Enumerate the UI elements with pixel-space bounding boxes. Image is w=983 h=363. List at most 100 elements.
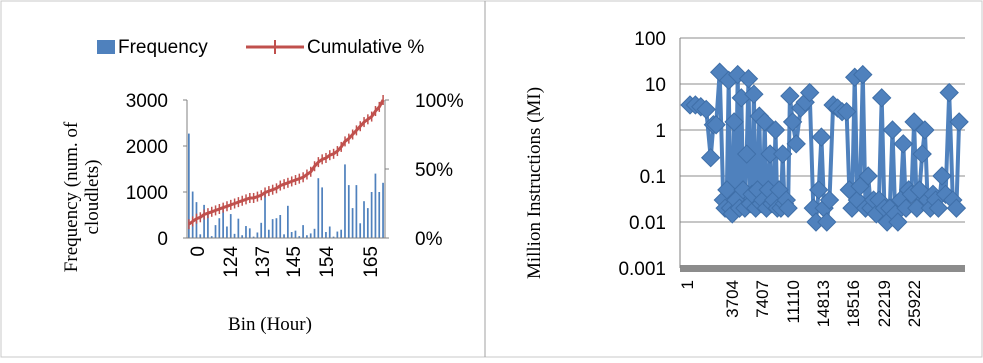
mi-point: [724, 112, 744, 132]
mi-point: [928, 198, 949, 218]
x-tick-label: 14813: [814, 280, 833, 327]
mi-point: [700, 147, 721, 168]
mi-point: [912, 144, 932, 164]
frequency-bar: [233, 233, 236, 238]
frequency-bars: [188, 133, 384, 238]
mi-point: [738, 69, 759, 89]
frequency-bar: [290, 232, 293, 238]
y-axis-ticks: 0.001 0.01 0.1 1 10 100: [618, 29, 666, 280]
cumulative-line-path: [188, 99, 385, 226]
frequency-bar: [363, 201, 365, 238]
legend-label-cumulative: Cumulative %: [307, 37, 424, 58]
frequency-bar: [245, 226, 247, 238]
frequency-bar: [382, 182, 384, 238]
mi-point: [744, 84, 764, 104]
x-tick-label: 124: [221, 246, 242, 278]
y-tick-label: 1: [655, 121, 666, 142]
legend-swatch-frequency: [97, 40, 115, 54]
frequency-bar: [191, 191, 194, 238]
frequency-bar: [229, 214, 232, 238]
mi-point: [904, 112, 924, 132]
x-axis-band: [680, 265, 965, 272]
frequency-bar: [226, 226, 228, 238]
frequency-bar: [256, 232, 259, 238]
mi-point: [893, 134, 914, 154]
frequency-bar: [298, 236, 301, 238]
frequency-bar: [271, 219, 274, 238]
frequency-bar: [336, 231, 339, 238]
frequency-bar: [306, 235, 308, 238]
x-tick-label: 7407: [753, 280, 772, 318]
frequency-bar: [279, 215, 282, 238]
frequency-bar: [264, 192, 266, 238]
frequency-bar: [313, 228, 316, 238]
frequency-bar: [237, 218, 240, 238]
secondary-y-axis-ticks: 0% 50% 100%: [385, 91, 464, 250]
mi-point: [782, 112, 803, 132]
mi-point: [817, 212, 837, 232]
frequency-bar: [287, 205, 289, 238]
y-tick-label: 10: [645, 75, 666, 96]
mi-point: [706, 115, 726, 135]
cumulative-line: [188, 95, 385, 230]
x-tick-label: 137: [253, 246, 274, 278]
frequency-bar: [218, 218, 221, 238]
x-axis-title: Bin (Hour): [228, 314, 312, 335]
mi-point: [819, 190, 840, 210]
frequency-bar: [370, 192, 373, 238]
mi-point: [778, 198, 798, 218]
frequency-bar: [294, 230, 297, 238]
mi-point: [858, 166, 878, 186]
mi-point: [853, 64, 873, 85]
y-axis-title: Million Instructions (MI): [524, 87, 545, 279]
x-tick-label: 154: [317, 246, 338, 278]
y-axis-title-line-1: Frequency (num. of: [61, 121, 82, 272]
x-tick-label: 11110: [784, 280, 803, 324]
y-tick-label: 3000: [126, 91, 168, 112]
frequency-bar: [309, 233, 312, 238]
y-tick-label: 0.01: [629, 213, 666, 234]
mi-point: [696, 99, 716, 120]
frequency-bar: [283, 234, 285, 238]
frequency-bar: [378, 192, 381, 238]
frequency-bar: [267, 229, 270, 238]
x-tick-label: 145: [284, 246, 305, 278]
frequency-bar: [366, 208, 369, 238]
frequency-bar: [199, 234, 202, 238]
frequency-bar: [203, 204, 205, 238]
x-tick-label: 18516: [844, 280, 863, 327]
mi-point: [811, 127, 832, 147]
y-tick-label: 1000: [126, 183, 168, 204]
frequency-bar: [340, 229, 343, 238]
frequency-bar: [275, 218, 278, 238]
y-tick-label: 0.001: [618, 259, 666, 280]
frequency-bar: [325, 232, 327, 238]
frequency-bar: [260, 222, 263, 238]
mi-point: [888, 212, 908, 232]
mi-point: [780, 86, 800, 106]
mi-point: [717, 180, 737, 200]
y-tick-label: 0: [157, 229, 168, 250]
x-tick-label: 1: [678, 280, 697, 289]
mi-point: [932, 166, 952, 186]
y2-tick-label: 100%: [415, 91, 464, 112]
x-tick-label: 0: [188, 246, 209, 257]
mi-point: [765, 120, 786, 140]
mi-point: [946, 198, 967, 218]
frequency-bar: [302, 225, 304, 238]
y-axis-ticks: 0 1000 2000 3000: [126, 91, 187, 250]
frequency-bar: [328, 226, 331, 238]
frequency-bar: [332, 236, 335, 238]
x-axis-ticks: 0 124 137 145 154 165: [188, 246, 382, 278]
y-axis-title-line-2: cloudlets): [82, 160, 103, 235]
mi-point: [915, 120, 935, 140]
mi-point: [836, 101, 857, 122]
frequency-bar: [351, 208, 354, 238]
y-tick-label: 100: [634, 29, 666, 50]
x-tick-label: 22219: [875, 280, 894, 327]
frequency-bar: [317, 178, 320, 238]
frequency-bar: [222, 209, 224, 238]
frequency-bar: [344, 164, 346, 238]
